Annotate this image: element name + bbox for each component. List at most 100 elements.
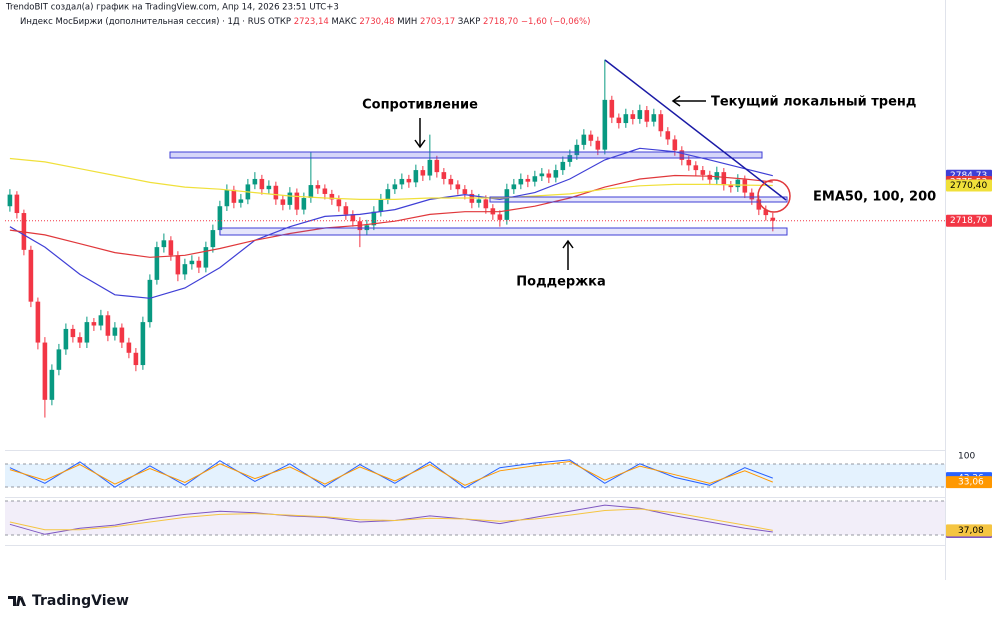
annotations: Сопротивление Поддержка Текущий локальны… [169, 59, 936, 290]
candle-body [511, 184, 517, 190]
support-label: Поддержка [516, 275, 605, 290]
candle-body [749, 192, 755, 200]
candle-body [301, 198, 307, 210]
candle-body [140, 322, 146, 366]
credit: TrendoBIT создал(а) график на TradingVie… [5, 3, 339, 13]
candle-body [378, 199, 384, 212]
candle-body [434, 159, 440, 173]
candle-body [658, 114, 664, 132]
candle-body [399, 178, 405, 185]
candle-body [770, 217, 776, 221]
candle-body [721, 172, 727, 186]
stoch-band [5, 464, 945, 487]
candle-body [728, 185, 734, 188]
logo [8, 596, 26, 606]
resistance-label: Сопротивление [362, 98, 478, 113]
candle-body [231, 189, 237, 203]
candle-body [392, 184, 398, 190]
candle-body [679, 150, 685, 160]
arrow-head [414, 139, 426, 149]
candle-body [28, 249, 34, 302]
candle-body [112, 327, 118, 336]
legend-item: МИН [397, 17, 417, 27]
candle-body [336, 199, 342, 207]
candle-body [560, 161, 566, 171]
candle-body [427, 159, 433, 176]
indicator-line [9, 147, 773, 299]
price-tag-label: 2718,70 [950, 216, 987, 226]
candle-body [77, 337, 83, 343]
candle-body [133, 352, 139, 366]
candle-body [763, 209, 769, 216]
candle-body [210, 230, 216, 248]
candle-body [266, 185, 272, 190]
candle-body [14, 194, 20, 214]
candle-body [273, 185, 279, 200]
candle-body [315, 185, 321, 189]
legend-item: 2730,48 [359, 17, 394, 27]
candle-body [154, 247, 160, 280]
candle-body [623, 114, 629, 124]
price-tag-label: 2770,40 [950, 181, 987, 191]
candle-body [413, 170, 419, 183]
candle-body [217, 206, 223, 231]
osc-tag-label: 37,08 [958, 526, 984, 536]
candle-body [707, 174, 713, 180]
candle-body [280, 199, 286, 205]
support-box [219, 227, 788, 236]
candle-body [42, 342, 48, 400]
candle-body [175, 255, 181, 275]
candle-body [63, 328, 69, 350]
candle-body [455, 184, 461, 190]
candle-body [532, 176, 538, 182]
candle-body [497, 214, 503, 220]
ema-label: EMA50, 100, 200 [813, 190, 936, 205]
candle-body [742, 179, 748, 193]
candle-body [343, 206, 349, 215]
candle-body [462, 189, 468, 194]
legend-item: −1,60 (−0,06%) [521, 17, 591, 27]
arrow-head [562, 239, 574, 249]
candle-body [182, 264, 188, 275]
brand: TradingView [8, 593, 129, 609]
candle-body [525, 178, 531, 182]
candle-body [161, 240, 167, 248]
panel-separator [5, 450, 945, 451]
brand-name: TradingView [32, 593, 129, 609]
candle-body [539, 173, 545, 177]
candle-body [700, 170, 706, 175]
candle-body [518, 178, 524, 185]
indicator-line [9, 157, 773, 200]
axis-separator [945, 0, 946, 580]
level-box [489, 196, 788, 203]
candle-body [637, 110, 643, 119]
panel-separator [5, 545, 945, 546]
candle-body [308, 185, 314, 199]
candle-body [35, 301, 41, 343]
candle-body [441, 172, 447, 179]
legend-item: ЗАКР [458, 17, 480, 27]
candle-body [546, 173, 552, 178]
candle-body [196, 260, 202, 268]
indicator-line [9, 460, 773, 486]
candle-body [672, 139, 678, 151]
candle-body [189, 260, 195, 265]
candle-body [567, 155, 573, 162]
legend-item: Индекс МосБиржи (дополнительная сессия) … [20, 17, 265, 27]
candle-body [91, 322, 97, 326]
candle-body [56, 349, 62, 370]
candle-body [665, 131, 671, 140]
price-tag [946, 179, 992, 192]
candle-body [84, 322, 90, 343]
candle-body [7, 194, 13, 207]
symbol-legend: Индекс МосБиржи (дополнительная сессия) … [20, 17, 590, 27]
oscillators: 10043,2633,0634,9837,08 [5, 452, 992, 539]
legend-item: ОТКР [268, 17, 291, 27]
candle-body [350, 214, 356, 222]
candle-body [595, 140, 601, 150]
candle-body [126, 342, 132, 353]
candle-body [448, 178, 454, 185]
candle-body [616, 117, 622, 124]
candle-body [504, 189, 510, 220]
candle-body [252, 178, 258, 185]
